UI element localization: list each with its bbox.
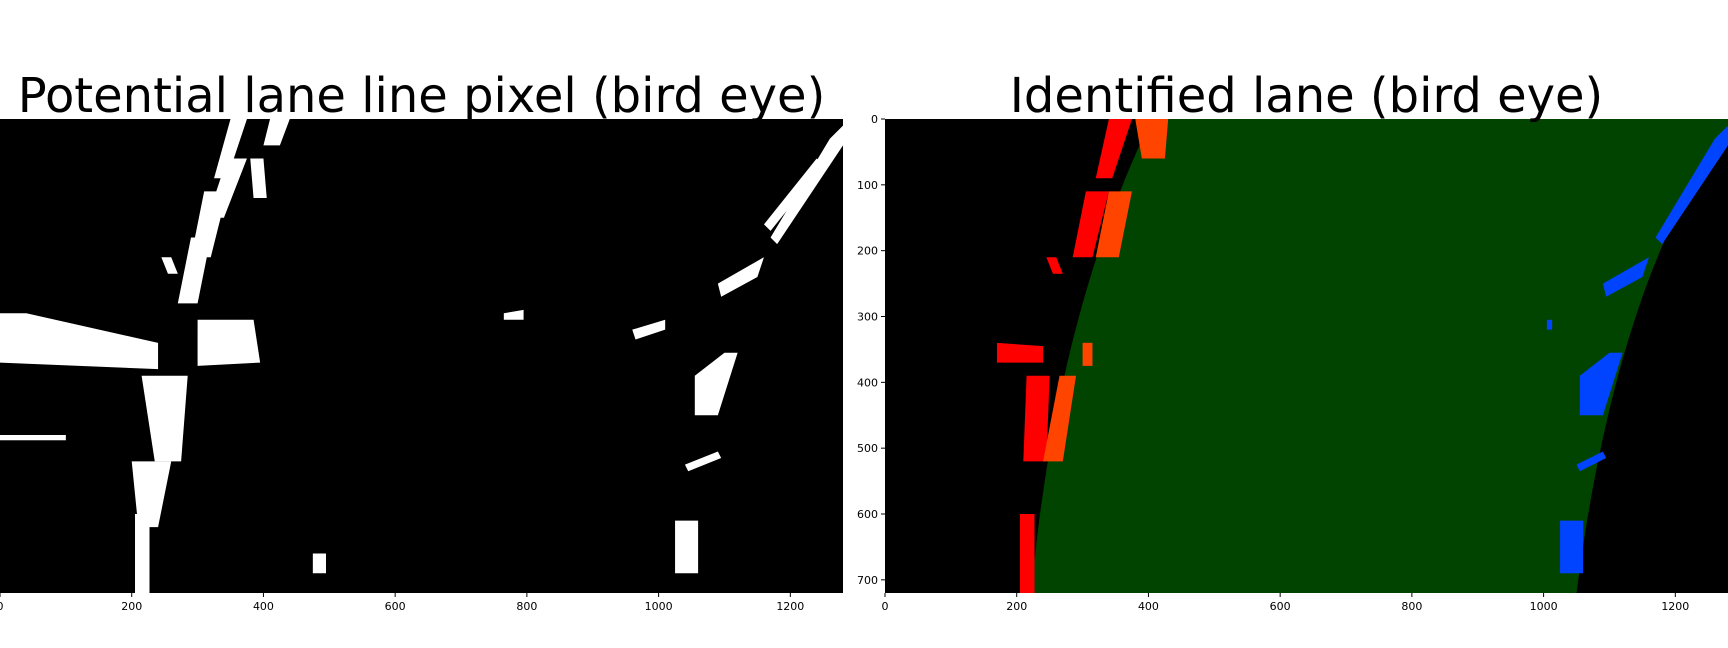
x-tick-label: 400 bbox=[1138, 600, 1159, 613]
lane-image bbox=[885, 119, 1728, 593]
x-tick-label: 1000 bbox=[645, 600, 673, 613]
x-tick-label: 400 bbox=[253, 600, 274, 613]
x-tick-label: 0 bbox=[882, 600, 889, 613]
y-tick-label: 100 bbox=[857, 179, 878, 192]
subplot-title: Identified lane (bird eye) bbox=[1010, 68, 1604, 124]
x-tick-label: 800 bbox=[1401, 600, 1422, 613]
y-tick-label: 400 bbox=[857, 376, 878, 389]
x-tick-label: 200 bbox=[1006, 600, 1027, 613]
y-tick-label: 200 bbox=[857, 245, 878, 258]
binary-image bbox=[0, 119, 843, 593]
x-tick-label: 600 bbox=[385, 600, 406, 613]
y-tick-label: 300 bbox=[857, 311, 878, 324]
x-tick-label: 800 bbox=[516, 600, 537, 613]
y-tick-label: 700 bbox=[857, 574, 878, 587]
x-tick-label: 1200 bbox=[776, 600, 804, 613]
x-tick-label: 1200 bbox=[1661, 600, 1689, 613]
subplot-title: Potential lane line pixel (bird eye) bbox=[18, 68, 826, 124]
y-tick-label: 500 bbox=[857, 442, 878, 455]
x-tick-label: 600 bbox=[1270, 600, 1291, 613]
y-tick-label: 0 bbox=[871, 113, 878, 126]
x-tick-label: 200 bbox=[121, 600, 142, 613]
y-tick-label: 600 bbox=[857, 508, 878, 521]
x-tick-label: 1000 bbox=[1530, 600, 1558, 613]
x-tick-label: 0 bbox=[0, 600, 4, 613]
